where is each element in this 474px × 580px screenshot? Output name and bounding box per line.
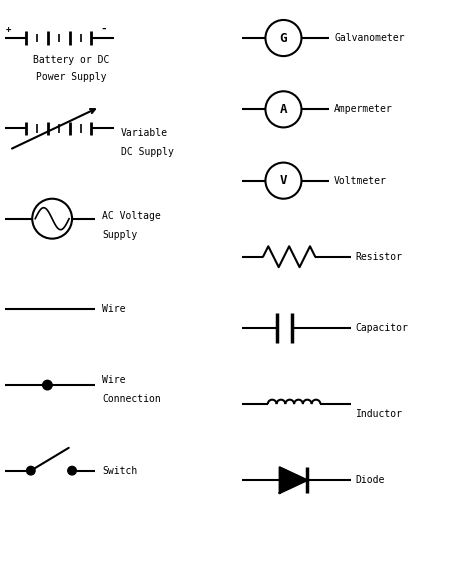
Text: -: - [100, 24, 107, 34]
Text: Power Supply: Power Supply [36, 72, 106, 82]
Text: Wire: Wire [102, 304, 126, 314]
Circle shape [27, 466, 35, 475]
Text: G: G [280, 31, 287, 45]
Text: V: V [280, 174, 287, 187]
Text: Connection: Connection [102, 394, 161, 404]
Text: Battery or DC: Battery or DC [33, 55, 109, 65]
Text: Galvanometer: Galvanometer [334, 33, 405, 43]
Text: Diode: Diode [356, 475, 385, 485]
Text: Inductor: Inductor [356, 408, 402, 419]
Text: DC Supply: DC Supply [121, 147, 174, 157]
Text: A: A [280, 103, 287, 116]
Circle shape [43, 380, 52, 390]
Text: Wire: Wire [102, 375, 126, 385]
Text: Switch: Switch [102, 466, 137, 476]
Text: Supply: Supply [102, 230, 137, 240]
Text: AC Voltage: AC Voltage [102, 211, 161, 222]
Text: Resistor: Resistor [356, 252, 402, 262]
Text: +: + [6, 25, 11, 34]
Text: Variable: Variable [121, 128, 168, 138]
Circle shape [68, 466, 76, 475]
Text: Ampermeter: Ampermeter [334, 104, 393, 114]
Text: Voltmeter: Voltmeter [334, 176, 387, 186]
Text: Capacitor: Capacitor [356, 323, 409, 333]
Polygon shape [280, 467, 307, 493]
